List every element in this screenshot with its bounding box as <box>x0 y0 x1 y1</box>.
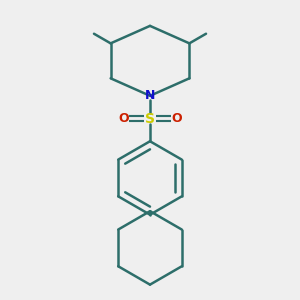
Text: O: O <box>118 112 129 125</box>
Text: N: N <box>145 89 155 102</box>
Text: S: S <box>145 112 155 125</box>
Text: O: O <box>171 112 181 125</box>
